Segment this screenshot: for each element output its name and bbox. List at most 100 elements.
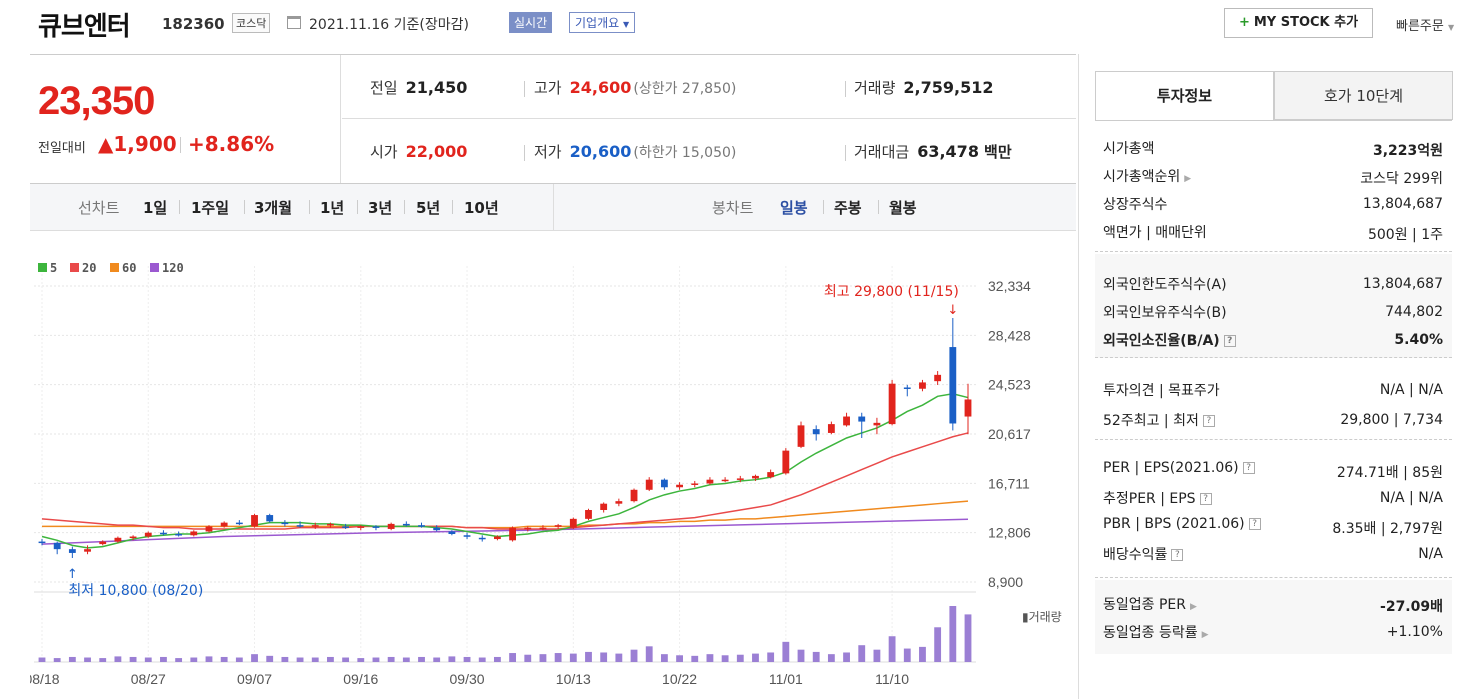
candle-body <box>311 525 319 527</box>
volume-bar <box>342 657 350 662</box>
info-row[interactable]: 동일업종 PER ▶ -27.09배 <box>1103 594 1443 620</box>
x-tick-label: 09/07 <box>237 671 272 687</box>
volume-bar <box>645 646 653 662</box>
info-row: 추정PER | EPS? N/A | N/A <box>1103 488 1443 514</box>
volume-bar <box>858 645 866 662</box>
info-key: 동일업종 등락률 ▶ <box>1103 622 1209 642</box>
volume-bar <box>964 614 972 662</box>
x-tick-label: 08/18 <box>30 671 60 687</box>
candle-body <box>827 424 835 433</box>
info-key-text: 52주최고 | 최저 <box>1103 413 1199 429</box>
period-1d[interactable]: 1일 <box>143 199 168 217</box>
quick-order-button[interactable]: 빠른주문 ▼ <box>1396 15 1454 34</box>
info-row: PER | EPS(2021.06)? 274.71배 | 85원 <box>1103 460 1443 486</box>
help-icon[interactable]: ? <box>1242 462 1255 474</box>
change-value: ▲1,900 <box>98 132 177 156</box>
company-overview-label: 기업개요 <box>575 16 620 30</box>
my-stock-label: MY STOCK 추가 <box>1253 15 1359 30</box>
moving-average-line <box>42 500 969 529</box>
tab-investment-info[interactable]: 투자정보 <box>1095 71 1274 120</box>
tab-order-book[interactable]: 호가 10단계 <box>1274 71 1453 120</box>
info-key: 외국인보유주식수(B) <box>1103 305 1227 321</box>
candle-body <box>53 542 61 550</box>
volume: 거래량 2,759,512 <box>854 77 994 98</box>
candle-body <box>554 525 562 527</box>
info-value: 500원 | 1주 <box>1367 227 1443 243</box>
info-key: PER | EPS(2021.06)? <box>1103 460 1255 476</box>
candle-body <box>509 527 517 541</box>
divider <box>524 145 525 161</box>
help-icon[interactable]: ? <box>1171 549 1184 561</box>
divider <box>244 200 245 214</box>
volume-bar <box>949 606 957 662</box>
period-10y[interactable]: 10년 <box>464 199 499 217</box>
period-3m[interactable]: 3개월 <box>254 199 293 217</box>
info-key-text: 외국인소진율(B/A) <box>1103 333 1220 349</box>
period-3y[interactable]: 3년 <box>368 199 393 217</box>
volume-bar <box>311 657 319 662</box>
period-5y[interactable]: 5년 <box>416 199 441 217</box>
up-arrow-icon: ↑ <box>67 567 78 582</box>
period-1w[interactable]: 1주일 <box>191 199 230 217</box>
info-key-text: 배당수익률 <box>1103 547 1168 563</box>
candle-monthly[interactable]: 월봉 <box>889 199 917 217</box>
volume-bar <box>539 654 547 662</box>
info-key: 추정PER | EPS? <box>1103 488 1212 508</box>
price-chart[interactable]: 32,334 28,428 24,523 20,617 16,711 12,806 8,90… <box>30 232 1076 699</box>
legend-swatch <box>110 263 119 272</box>
divider <box>179 200 180 214</box>
volume-bar <box>676 655 683 662</box>
candle-body <box>114 537 122 542</box>
help-icon[interactable]: ? <box>1223 335 1236 347</box>
help-icon[interactable]: ? <box>1199 493 1212 505</box>
volume-bar <box>296 657 304 662</box>
info-row[interactable]: 동일업종 등락률 ▶ +1.10% <box>1103 622 1443 648</box>
candle-weekly[interactable]: 주봉 <box>834 199 862 217</box>
quick-order-label: 빠른주문 <box>1396 19 1444 34</box>
candle-body <box>797 425 805 447</box>
open-label: 시가 <box>370 143 398 161</box>
volume-bar <box>660 654 668 662</box>
candle-body <box>964 399 972 417</box>
x-tick-label: 10/22 <box>662 671 697 687</box>
realtime-button[interactable]: 실시간 <box>509 12 553 33</box>
market-cap-value: 3,223억원 <box>1372 143 1443 159</box>
candle-body <box>342 526 350 528</box>
candle-body <box>676 484 683 488</box>
candle-body <box>38 541 46 544</box>
candle-body <box>873 422 881 426</box>
candle-daily[interactable]: 일봉 <box>780 199 808 217</box>
volume-bar <box>706 654 714 662</box>
info-row[interactable]: 시가총액순위 ▶ 코스닥 299위 <box>1103 166 1443 192</box>
period-1y[interactable]: 1년 <box>320 199 345 217</box>
my-stock-add-button[interactable]: + MY STOCK 추가 <box>1224 8 1373 38</box>
volume-bar <box>433 657 441 662</box>
candle-body <box>251 515 258 527</box>
help-icon[interactable]: ? <box>1248 518 1261 530</box>
volume-bar <box>53 658 61 662</box>
quote-summary: 23,350 전일대비 ▲1,900 +8.86% 전일 21,450 고가 24,… <box>30 54 1076 184</box>
legend-label: 20 <box>82 261 96 275</box>
divider <box>180 137 181 153</box>
volume-bar <box>38 657 46 662</box>
company-overview-dropdown[interactable]: 기업개요 ▼ <box>569 12 636 33</box>
help-icon[interactable]: ? <box>1202 415 1215 427</box>
candle-body <box>736 478 744 480</box>
volume-bar <box>554 653 562 662</box>
info-row: 외국인소진율(B/A)? 5.40% <box>1103 330 1443 356</box>
volume-bar <box>736 654 744 662</box>
divider <box>342 118 1076 119</box>
volume-bar <box>463 656 471 662</box>
info-value: 29,800 | 7,734 <box>1340 412 1443 428</box>
info-value: 8.35배 | 2,797원 <box>1332 521 1443 537</box>
amount-label: 거래대금 <box>854 143 910 161</box>
candle-body <box>129 536 137 539</box>
change-amount: 1,900 <box>113 132 177 156</box>
up-triangle-icon: ▲ <box>98 132 114 156</box>
info-value: 13,804,687 <box>1362 276 1443 292</box>
volume-bar <box>615 653 623 662</box>
candlestick-chart-svg: 32,334 28,428 24,523 20,617 16,711 12,806 8,90… <box>30 261 1062 687</box>
volume-bar <box>372 657 380 662</box>
arrow-right-icon: ▶ <box>1201 630 1209 640</box>
divider <box>845 145 846 161</box>
